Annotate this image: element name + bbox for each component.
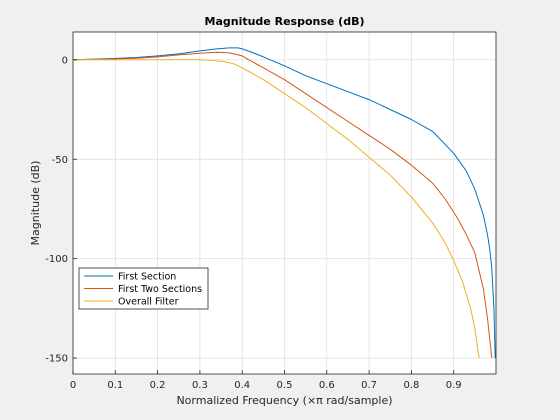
x-tick-label: 0.2 xyxy=(150,380,166,391)
x-tick-label: 0 xyxy=(70,380,76,391)
y-tick-label: -150 xyxy=(45,354,68,365)
y-axis-label: Magnitude (dB) xyxy=(29,161,42,246)
axis-ticks: 0 0.1 0.2 0.3 0.4 0.5 0.6 0.7 0.8 0.9 0 -50 -100 -150 xyxy=(45,55,461,391)
y-tick-label: -50 xyxy=(52,155,68,166)
x-tick-label: 0.6 xyxy=(319,380,335,391)
x-tick-label: 0.9 xyxy=(446,380,462,391)
x-tick-label: 0.8 xyxy=(403,380,419,391)
x-tick-label: 0.1 xyxy=(107,380,123,391)
series-line-2 xyxy=(72,51,493,359)
x-axis-label: Normalized Frequency (×π rad/sample) xyxy=(176,394,392,407)
x-tick-label: 0.5 xyxy=(277,380,293,391)
x-tick-label: 0.7 xyxy=(361,380,377,391)
legend-label-1: First Section xyxy=(118,272,176,283)
y-tick-label: 0 xyxy=(62,55,68,66)
chart-title: Magnitude Response (dB) xyxy=(205,15,365,28)
grid-lines xyxy=(72,32,496,374)
series-lines xyxy=(72,47,496,359)
x-tick-label: 0.3 xyxy=(192,380,208,391)
x-tick-label: 0.4 xyxy=(234,380,250,391)
series-line-3 xyxy=(73,59,480,359)
series-line-1 xyxy=(72,47,496,359)
y-tick-label: -100 xyxy=(45,254,68,265)
legend-label-2: First Two Sections xyxy=(118,284,202,295)
legend-label-3: Overall Filter xyxy=(118,297,179,308)
